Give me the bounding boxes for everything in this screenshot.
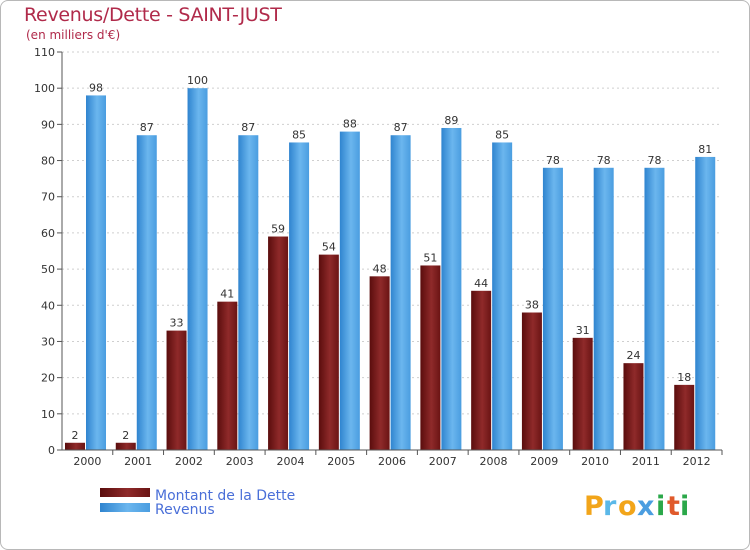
- data-label: 85: [495, 128, 509, 141]
- data-label: 2: [72, 429, 79, 442]
- legend-swatch-debt: [100, 488, 150, 497]
- bar-revenus: [339, 131, 360, 450]
- data-label: 38: [525, 299, 539, 312]
- data-label: 51: [423, 251, 437, 264]
- data-label: 78: [546, 154, 560, 167]
- bar-revenus: [238, 135, 259, 450]
- x-tick-label: 2012: [683, 455, 711, 468]
- bar-dette: [471, 290, 492, 450]
- bar-revenus: [644, 167, 665, 451]
- bar-revenus: [187, 88, 208, 450]
- x-tick-label: 2011: [632, 455, 660, 468]
- x-tick-label: 2010: [581, 455, 609, 468]
- data-label: 48: [373, 262, 387, 275]
- bar-dette: [217, 301, 238, 450]
- y-tick-label: 40: [41, 299, 55, 312]
- data-label: 33: [170, 317, 184, 330]
- y-tick-label: 50: [41, 263, 55, 276]
- y-tick-label: 0: [48, 444, 55, 457]
- y-tick-label: 10: [41, 408, 55, 421]
- bar-revenus: [492, 142, 513, 451]
- bar-dette: [166, 330, 187, 450]
- data-labels: 2 98 2 87 33 100 41 87 59 85 54 88 48 87 51 89 44 85 38 78 3…: [72, 74, 713, 442]
- logo-letter: i: [656, 491, 665, 522]
- data-label: 87: [241, 121, 255, 134]
- x-tick-label: 2003: [226, 455, 254, 468]
- logo-letter: o: [618, 491, 637, 522]
- x-axis: 2000 2001 2002 2003 2004 2005 2006 2007 2008 2009…: [73, 450, 723, 468]
- data-label: 81: [698, 143, 712, 156]
- bar-dette: [65, 442, 85, 450]
- x-tick-label: 2007: [429, 455, 457, 468]
- bar-revenus: [593, 167, 614, 451]
- x-tick-label: 2006: [378, 455, 406, 468]
- data-label: 2: [122, 429, 129, 442]
- y-tick-label: 100: [34, 82, 55, 95]
- legend-label-debt: Montant de la Dette: [155, 488, 295, 504]
- legend: Montant de la Dette Revenus: [100, 488, 295, 518]
- logo-letter: t: [667, 491, 680, 522]
- bar-dette: [674, 384, 695, 450]
- data-label: 89: [444, 114, 458, 127]
- data-label: 59: [271, 223, 285, 236]
- data-label: 87: [394, 121, 408, 134]
- data-label: 41: [220, 288, 234, 301]
- x-tick-label: 2005: [327, 455, 355, 468]
- y-tick-label: 30: [41, 335, 55, 348]
- x-tick-label: 2002: [175, 455, 203, 468]
- bars: [65, 88, 716, 451]
- data-label: 78: [597, 154, 611, 167]
- chart-title: Revenus/Dette - SAINT-JUST: [24, 4, 282, 26]
- y-tick-label: 90: [41, 118, 55, 131]
- bar-dette: [369, 276, 390, 450]
- bar-dette: [623, 363, 644, 450]
- logo-letter: P: [584, 491, 604, 522]
- bar-dette: [318, 254, 339, 450]
- bar-revenus: [86, 95, 106, 450]
- bar-revenus: [390, 135, 411, 450]
- y-axis: 0 10 20 30 40 50 60 70 80 90 100 110: [34, 46, 62, 457]
- bar-dette: [115, 442, 136, 450]
- data-label: 87: [140, 121, 154, 134]
- x-tick-label: 2008: [480, 455, 508, 468]
- bar-revenus: [542, 167, 563, 451]
- bar-dette: [268, 236, 289, 450]
- data-label: 100: [187, 74, 208, 87]
- y-tick-label: 70: [41, 191, 55, 204]
- data-label: 31: [576, 324, 590, 337]
- x-tick-label: 2009: [530, 455, 558, 468]
- data-label: 44: [474, 277, 488, 290]
- data-label: 88: [343, 118, 357, 131]
- y-tick-label: 110: [34, 46, 55, 59]
- bar-dette: [572, 337, 593, 450]
- bar-revenus: [136, 135, 157, 450]
- legend-swatch-revenus: [100, 503, 150, 512]
- y-tick-label: 80: [41, 155, 55, 168]
- y-tick-label: 60: [41, 227, 55, 240]
- x-tick-label: 2000: [73, 455, 101, 468]
- bar-dette: [521, 312, 542, 450]
- chart-subtitle: (en milliers d'€): [26, 28, 121, 42]
- logo-letter: x: [637, 491, 654, 522]
- bar-revenus: [441, 127, 462, 451]
- data-label: 54: [322, 241, 336, 254]
- data-label: 18: [677, 371, 691, 384]
- bar-dette: [420, 265, 441, 450]
- x-tick-label: 2004: [276, 455, 304, 468]
- data-label: 98: [89, 81, 103, 94]
- y-tick-label: 20: [41, 372, 55, 385]
- logo-letter: i: [680, 491, 689, 522]
- logo-letter: r: [603, 491, 617, 522]
- x-tick-label: 2001: [124, 455, 152, 468]
- data-label: 24: [626, 349, 640, 362]
- data-label: 78: [647, 154, 661, 167]
- data-label: 85: [292, 128, 306, 141]
- bar-revenus: [695, 156, 716, 450]
- legend-label-revenus: Revenus: [155, 502, 215, 518]
- bar-revenus: [289, 142, 310, 451]
